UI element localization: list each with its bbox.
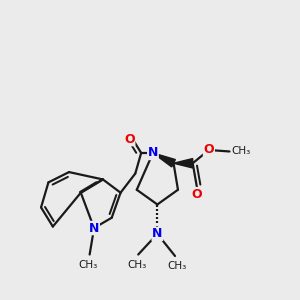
Text: CH₃: CH₃ bbox=[231, 146, 250, 157]
Text: CH₃: CH₃ bbox=[167, 261, 186, 271]
Text: N: N bbox=[148, 146, 158, 159]
Text: CH₃: CH₃ bbox=[79, 260, 98, 270]
Text: O: O bbox=[124, 133, 135, 146]
Text: N: N bbox=[152, 227, 163, 240]
Text: O: O bbox=[192, 188, 203, 201]
Text: N: N bbox=[89, 221, 99, 235]
Polygon shape bbox=[153, 153, 176, 167]
Polygon shape bbox=[174, 158, 193, 168]
Text: O: O bbox=[204, 143, 214, 157]
Text: CH₃: CH₃ bbox=[127, 260, 146, 270]
